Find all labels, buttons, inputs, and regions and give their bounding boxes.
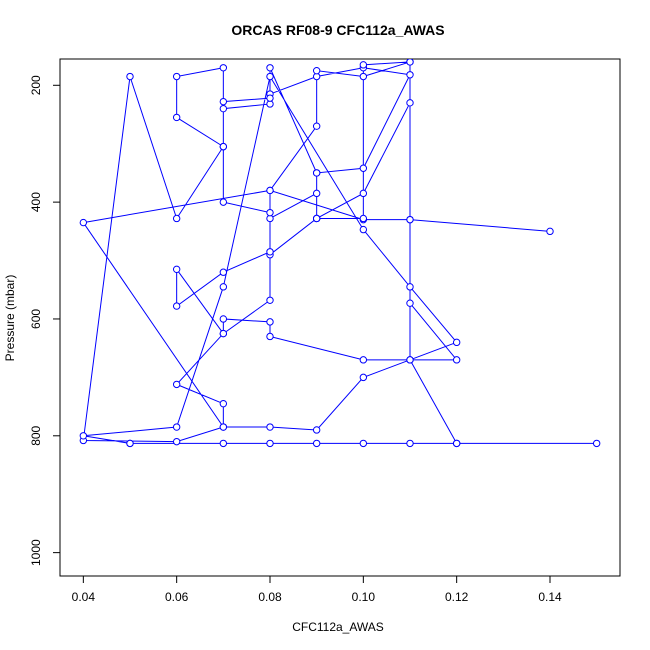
data-point — [219, 64, 228, 72]
data-point — [126, 439, 134, 448]
y-tick-label: 800 — [29, 425, 43, 445]
data-point — [219, 198, 228, 206]
x-tick-label: 0.04 — [72, 590, 96, 604]
data-point — [406, 439, 414, 448]
data-point — [406, 356, 414, 364]
data-point — [592, 439, 601, 448]
x-tick-label: 0.06 — [165, 590, 189, 604]
data-point — [359, 61, 368, 69]
data-point — [266, 208, 274, 217]
data-point — [172, 72, 181, 81]
y-tick-label: 600 — [29, 309, 43, 329]
x-axis: 0.04 0.06 0.08 0.10 0.12 0.14 — [72, 575, 562, 604]
data-point — [406, 71, 414, 79]
data-point — [359, 225, 368, 234]
data-point — [266, 332, 274, 341]
data-point — [79, 432, 88, 440]
data-point — [266, 72, 274, 81]
data-point — [172, 265, 181, 274]
data-point — [126, 72, 134, 81]
data-point — [266, 248, 274, 256]
data-point — [172, 302, 181, 310]
data-point — [312, 426, 321, 434]
data-point — [406, 99, 414, 107]
data-point — [546, 227, 554, 236]
x-tick-label: 0.10 — [352, 590, 376, 604]
data-point — [219, 439, 228, 448]
data-point — [219, 283, 228, 291]
data-point — [219, 142, 228, 151]
data-point — [312, 122, 321, 130]
data-point — [312, 439, 321, 448]
data-point — [266, 318, 274, 326]
data-point — [452, 356, 461, 364]
data-point — [79, 218, 88, 227]
data-point — [172, 423, 181, 431]
data-point — [172, 437, 181, 446]
y-axis-label: Pressure (mbar) — [3, 275, 17, 362]
data-point — [219, 315, 228, 323]
data-point — [406, 59, 414, 66]
data-point — [219, 423, 228, 431]
data-point — [219, 104, 228, 113]
data-point — [219, 268, 228, 276]
data-point — [219, 97, 228, 106]
data-point — [266, 64, 274, 72]
data-point — [359, 72, 368, 81]
data-point — [359, 164, 368, 172]
data-point — [406, 283, 414, 291]
data-point — [359, 214, 368, 223]
data-point — [172, 380, 181, 389]
y-tick-label: 200 — [29, 75, 43, 95]
data-point — [452, 338, 461, 347]
x-tick-label: 0.12 — [445, 590, 469, 604]
x-tick-label: 0.08 — [258, 590, 282, 604]
x-tick-label: 0.14 — [538, 590, 562, 604]
data-point — [406, 299, 414, 307]
series-layer — [79, 59, 601, 448]
data-point — [452, 439, 461, 448]
data-point — [219, 399, 228, 408]
data-point — [359, 439, 368, 448]
y-tick-label: 400 — [29, 192, 43, 212]
data-point — [312, 66, 321, 75]
series-line — [82, 61, 597, 444]
data-point — [266, 423, 274, 431]
plot-area — [59, 58, 621, 577]
data-point — [172, 113, 181, 122]
y-tick-label: 1000 — [29, 539, 43, 566]
data-point — [359, 356, 368, 364]
data-point — [312, 214, 321, 223]
data-point — [359, 189, 368, 198]
y-axis: 200 400 600 800 1000 — [29, 75, 61, 566]
data-point — [312, 189, 321, 198]
data-point — [266, 296, 274, 304]
data-point — [312, 169, 321, 177]
data-point — [266, 439, 274, 448]
x-axis-label: CFC112a_AWAS — [292, 620, 384, 634]
data-point — [359, 373, 368, 382]
chart-title: ORCAS RF08-9 CFC112a_AWAS — [231, 22, 444, 38]
data-point — [266, 94, 274, 102]
data-point — [266, 186, 274, 195]
data-point — [172, 214, 181, 223]
data-point — [219, 329, 228, 338]
data-point — [406, 215, 414, 224]
